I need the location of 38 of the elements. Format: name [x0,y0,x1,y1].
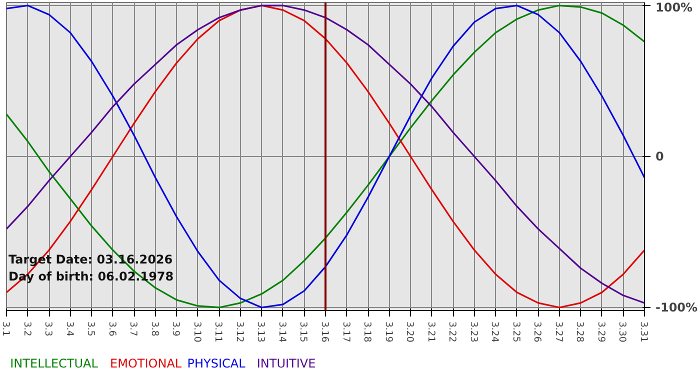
y-tick-label: -100% [656,300,698,314]
x-tick-label: 3.30 [616,322,628,342]
x-tick-label: 3.25 [510,322,522,342]
x-tick-label: 3.17 [340,322,352,342]
x-tick-label: 3.5 [85,322,96,336]
x-tick-label: 3.28 [574,322,586,342]
x-tick-label: 3.27 [552,322,564,342]
text: INTELLECTUAL [10,356,98,370]
x-tick-label: 3.12 [234,322,245,342]
x-tick-label: 3.23 [468,322,479,342]
x-tick-label: 3.8 [148,322,160,336]
y-tick-label: 0 [656,150,664,164]
x-tick-label: 3.10 [191,322,202,342]
x-tick-label: 3.31 [638,322,649,342]
x-tick-label: 3.6 [106,322,118,336]
x-tick-label: 3.20 [404,322,416,342]
x-tick-label: 3.15 [298,322,309,342]
text: PHYSICAL [187,356,246,370]
x-tick-label: 3.29 [595,322,606,342]
x-tick-label: 3.7 [128,322,139,336]
y-tick-label: 100% [656,0,693,14]
x-tick-label: 3.2 [21,322,32,336]
x-tick-label: 3.16 [319,322,330,342]
x-tick-label: 3.26 [532,322,543,342]
x-tick-label: 3.1 [0,322,11,336]
x-tick-label: 3.21 [425,322,436,342]
text: INTUITIVE [256,356,316,370]
text: EMOTIONAL [110,356,182,370]
x-tick-label: 3.14 [276,322,288,342]
x-tick-label: 3.4 [64,322,75,336]
x-tick-label: 3.3 [42,322,54,336]
x-tick-label: 3.18 [362,322,373,342]
x-tick-label: 3.24 [489,322,500,342]
x-tick-label: 3.19 [382,322,394,342]
x-tick-label: 3.9 [170,322,182,336]
x-tick-label: 3.13 [255,322,266,342]
x-tick-label: 3.11 [212,322,224,342]
x-tick-label: 3.22 [446,322,458,342]
